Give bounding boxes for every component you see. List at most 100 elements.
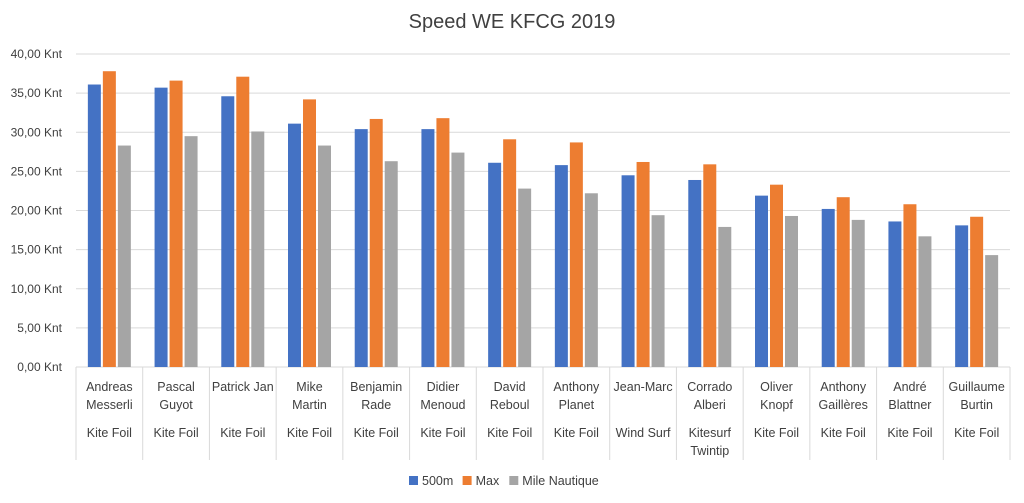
bar-max [503, 139, 517, 367]
bar-500m [821, 208, 835, 367]
category-name-label: Jean-Marc [614, 380, 673, 394]
bar-mile-nautique [918, 236, 932, 367]
bar-mile-nautique [851, 219, 865, 367]
category-group-label: Kite Foil [420, 426, 465, 440]
category-name-label: Patrick Jan [212, 380, 274, 394]
bar-mile-nautique [651, 215, 665, 367]
bar-500m [621, 175, 635, 367]
y-tick-label: 40,00 Knt [11, 47, 63, 61]
legend-swatch [462, 476, 472, 485]
chart-title: Speed WE KFCG 2019 [409, 11, 616, 33]
category-group-label: Kite Foil [287, 426, 332, 440]
legend-swatch [509, 476, 519, 485]
bar-max [636, 161, 650, 367]
legend-label: 500m [422, 474, 453, 488]
category-name-label: Guyot [159, 398, 193, 412]
bar-mile-nautique [451, 152, 465, 367]
bar-mile-nautique [318, 145, 331, 367]
bar-500m [288, 123, 301, 367]
category-group-label: Twintip [690, 444, 729, 458]
category-name-label: David [494, 380, 526, 394]
category-name-label: Alberi [694, 398, 726, 412]
category-group-label: Kite Foil [887, 426, 932, 440]
category-name-label: André [893, 380, 926, 394]
bar-mile-nautique [785, 215, 798, 367]
category-group-label: Kite Foil [87, 426, 132, 440]
legend: 500m Max Mile Nautique [409, 474, 599, 488]
category-name-label: Knopf [760, 398, 793, 412]
y-axis-tick-labels: 0,00 Knt 5,00 Knt 10,00 Knt 15,00 Knt 20,00 … [11, 47, 63, 374]
bar-mile-nautique [384, 161, 398, 367]
category-name-label: Anthony [820, 380, 867, 394]
bar-max [369, 118, 383, 367]
bars [87, 71, 999, 368]
y-tick-label: 20,00 Knt [11, 204, 63, 218]
category-name-label: Rade [361, 398, 391, 412]
category-name-label: Blattner [888, 398, 931, 412]
bar-max [236, 76, 250, 367]
x-axis-categories: Andreas Messerli Kite Foil Pascal Guyot Kite … [75, 367, 1011, 460]
bar-500m [354, 129, 368, 367]
bar-500m [87, 84, 101, 367]
category-name-label: Anthony [553, 380, 600, 394]
category-name-label: Burtin [960, 398, 993, 412]
category-group-label: Kite Foil [153, 426, 198, 440]
legend-label: Mile Nautique [522, 474, 598, 488]
category-group-label: Kite Foil [954, 426, 999, 440]
bar-max [303, 99, 316, 367]
category-name-label: Benjamin [350, 380, 402, 394]
bar-max [169, 80, 183, 367]
category-name-label: Guillaume [949, 380, 1005, 394]
category-name-label: Pascal [157, 380, 195, 394]
category-name-label: Reboul [490, 398, 530, 412]
y-tick-label: 5,00 Knt [17, 321, 62, 335]
category-name-label: Martin [292, 398, 327, 412]
y-tick-label: 25,00 Knt [11, 164, 63, 178]
category-group-label: Kite Foil [754, 426, 799, 440]
category-name-label: Menoud [420, 398, 465, 412]
bar-mile-nautique [985, 255, 999, 367]
category-group-label: Kite Foil [554, 426, 599, 440]
bar-500m [955, 225, 969, 367]
category-group-label: Kite Foil [354, 426, 399, 440]
bar-500m [688, 179, 702, 367]
y-tick-label: 0,00 Knt [17, 360, 62, 374]
y-tick-label: 35,00 Knt [11, 86, 63, 100]
bar-max [903, 204, 917, 367]
gridlines [76, 53, 1010, 368]
bar-max [970, 216, 984, 367]
bar-max [703, 164, 717, 367]
y-tick-label: 30,00 Knt [11, 125, 63, 139]
bar-500m [554, 165, 568, 367]
category-name-label: Didier [427, 380, 460, 394]
bar-max [770, 184, 783, 367]
bar-mile-nautique [184, 136, 198, 367]
bar-mile-nautique [117, 145, 131, 367]
bar-max [569, 142, 583, 367]
legend-label: Max [476, 474, 500, 488]
bar-500m [154, 87, 168, 368]
legend-swatch [409, 476, 418, 485]
category-group-label: Kite Foil [487, 426, 532, 440]
bar-500m [755, 195, 768, 367]
bar-500m [888, 221, 902, 367]
bar-mile-nautique [251, 131, 265, 367]
bar-max [836, 197, 850, 367]
bar-mile-nautique [584, 193, 598, 367]
category-name-label: Planet [559, 398, 595, 412]
bar-max [102, 71, 116, 367]
bar-max [436, 118, 450, 367]
category-group-label: Wind Surf [616, 426, 671, 440]
bar-mile-nautique [718, 226, 732, 367]
category-name-label: Messerli [86, 398, 133, 412]
category-name-label: Corrado [687, 380, 732, 394]
category-group-label: Kitesurf [689, 426, 732, 440]
y-tick-label: 10,00 Knt [11, 282, 63, 296]
y-tick-label: 15,00 Knt [11, 243, 63, 257]
category-name-label: Mike [296, 380, 322, 394]
bar-500m [421, 129, 435, 367]
category-group-label: Kite Foil [220, 426, 265, 440]
bar-500m [488, 162, 502, 367]
bar-500m [221, 96, 235, 367]
